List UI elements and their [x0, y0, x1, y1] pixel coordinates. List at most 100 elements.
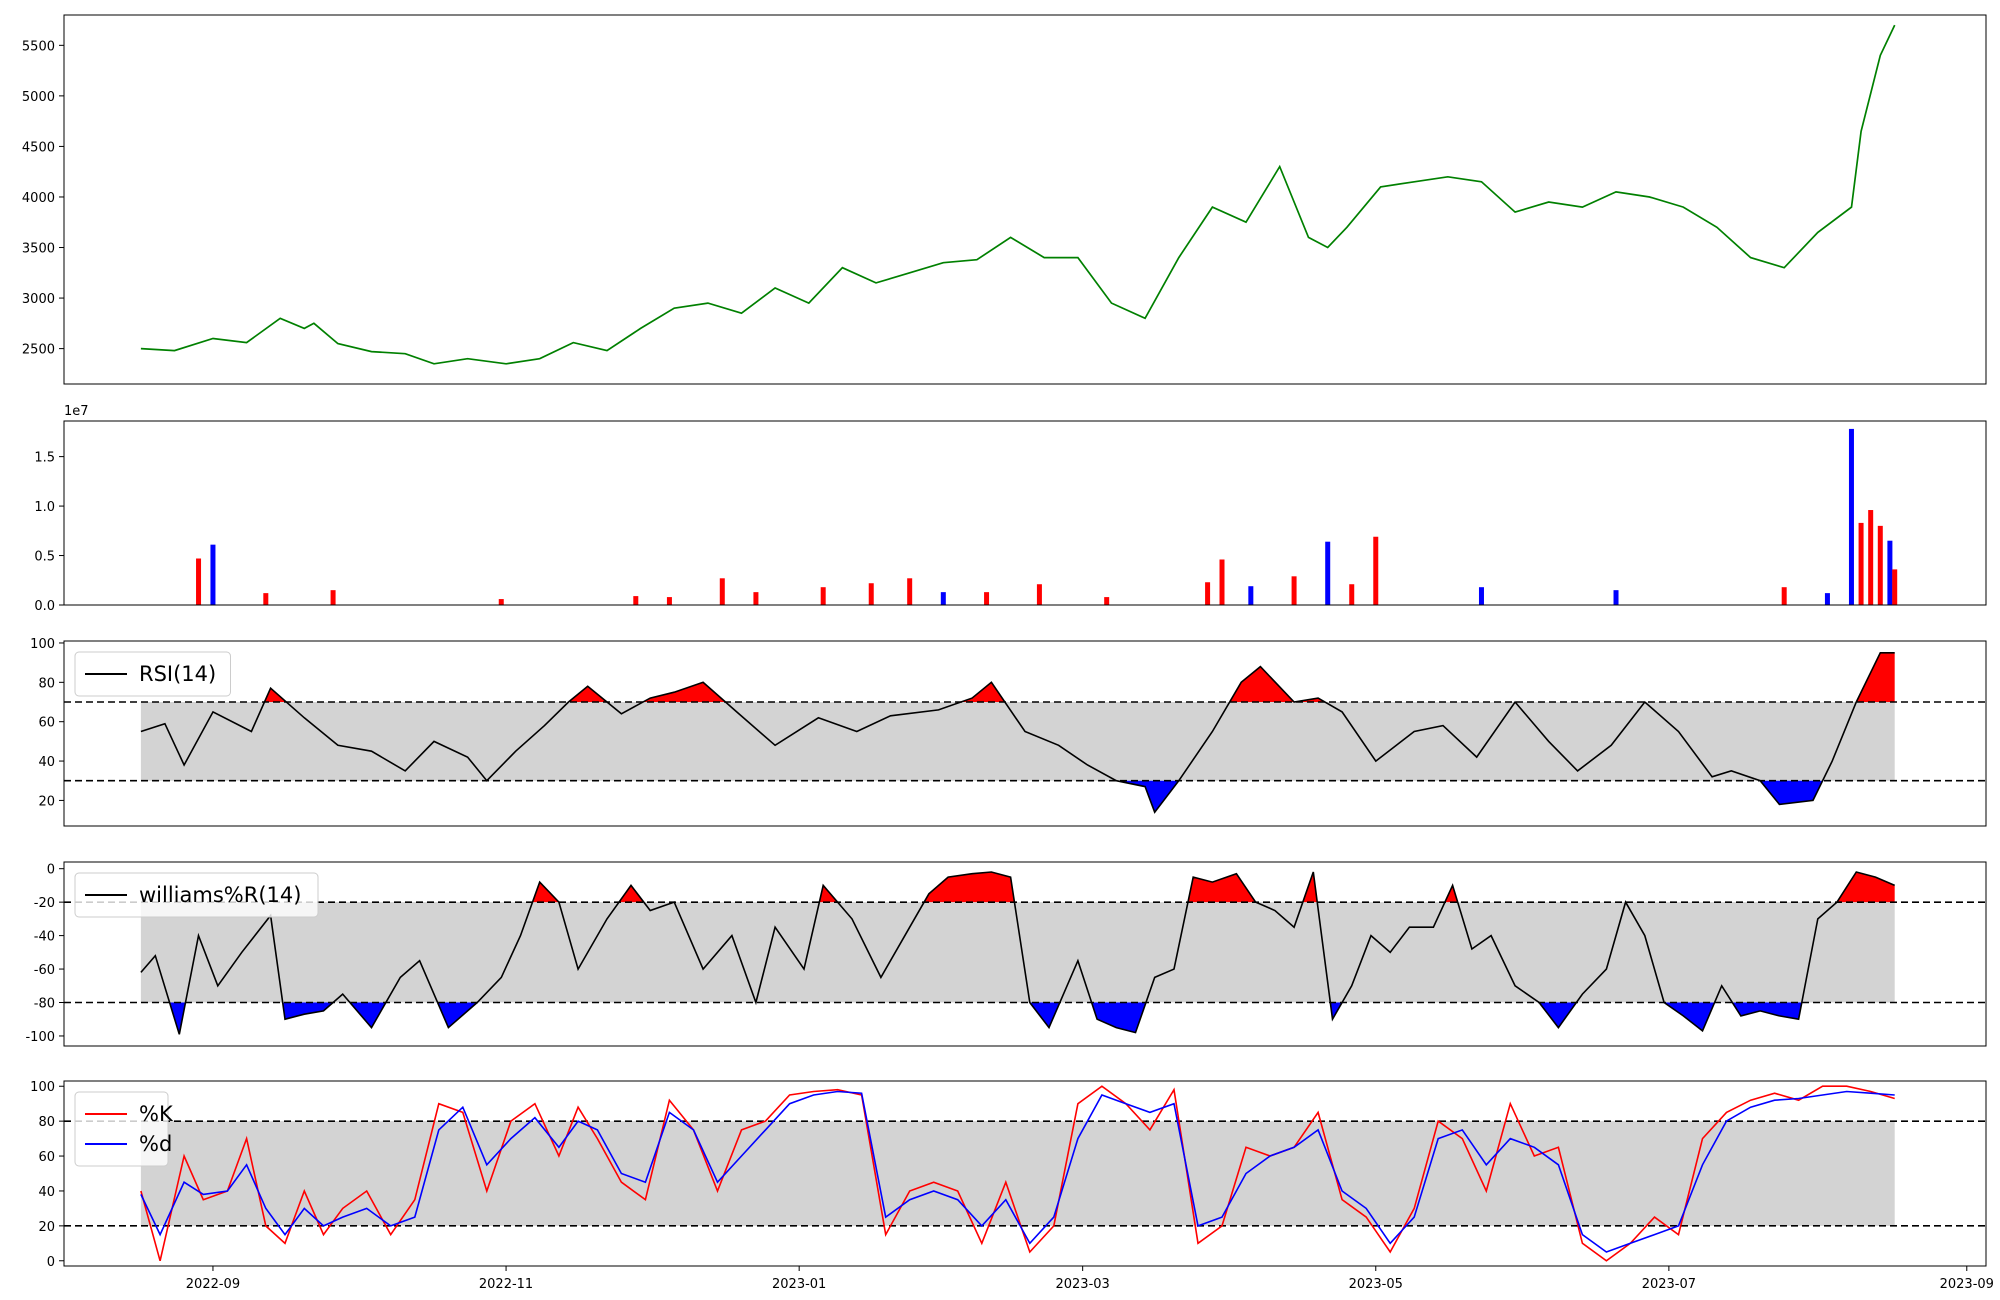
volume-bar — [1248, 586, 1254, 605]
volume-bar — [1478, 587, 1484, 605]
y-tick-label: 100 — [30, 637, 55, 652]
y-tick-label: 0.5 — [34, 550, 55, 565]
williams-oversold-fill — [169, 1002, 186, 1035]
y-tick-label: -60 — [34, 963, 55, 978]
y-tick-label: -80 — [34, 997, 55, 1012]
x-tick-label: 2023-01 — [772, 1277, 826, 1292]
x-tick-label: 2023-09 — [1940, 1277, 1994, 1292]
williams-oversold-fill — [1539, 1002, 1577, 1028]
panel-frame — [63, 640, 1987, 827]
x-tick-label: 2022-09 — [186, 1277, 240, 1292]
volume-bar — [1781, 587, 1787, 605]
rsi-oversold-fill — [1760, 780, 1823, 805]
rsi-overbought-fill — [643, 682, 726, 702]
y-tick-label: 1.0 — [34, 500, 55, 515]
volume-bar — [940, 592, 946, 605]
legend-label: RSI(14) — [139, 662, 216, 686]
legend-label: williams%R(14) — [139, 883, 301, 907]
y-tick-label: 4000 — [22, 191, 55, 206]
williams-oversold-fill — [282, 1002, 334, 1020]
williams-oversold-fill — [437, 1002, 478, 1028]
stochastic-d-line — [140, 1090, 1895, 1253]
williams-oversold-fill — [1091, 1002, 1146, 1033]
x-tick-label: 2023-03 — [1055, 1277, 1109, 1292]
volume-bar — [196, 558, 202, 605]
rsi-line — [140, 652, 1895, 814]
y-tick-label: 1.5 — [34, 451, 55, 466]
y-tick-label: 4500 — [22, 140, 55, 155]
volume-bar — [907, 578, 913, 605]
price-line — [140, 24, 1896, 365]
legend-label: %K — [139, 1102, 174, 1126]
x-tick-label: 2022-11 — [479, 1277, 533, 1292]
volume-panel: 0.0 0.5 1.0 1.5 1e7 — [34, 404, 1987, 614]
volume-bar — [1205, 582, 1211, 605]
threshold-band — [140, 702, 1895, 781]
volume-bar — [210, 544, 216, 605]
y-tick-label: 20 — [38, 794, 55, 809]
chart-panels: 25003000350040004500500055000.00.51.01.5… — [22, 14, 1987, 1270]
volume-bar — [1892, 569, 1898, 605]
williams-oversold-fill — [1664, 1002, 1715, 1031]
y-tick-label: -40 — [34, 930, 55, 945]
volume-bar — [1325, 541, 1331, 605]
volume-bar — [1877, 525, 1883, 605]
threshold-band — [140, 1121, 1895, 1226]
y-tick-label: 80 — [38, 1115, 55, 1130]
williams-oversold-fill — [1732, 1002, 1802, 1020]
panel-frame — [63, 420, 1987, 606]
volume-bar — [719, 578, 725, 605]
y-tick-label: 0.0 — [34, 599, 55, 614]
volume-bar — [1868, 510, 1874, 605]
volume-bar — [1373, 536, 1379, 605]
volume-bar — [753, 592, 759, 605]
volume-bar — [1349, 584, 1355, 605]
volume-bar — [1104, 597, 1110, 605]
williams-panel: -100 -80 -60 -40 -20 0 williams%R(14) — [25, 861, 1987, 1047]
volume-bar — [1848, 428, 1854, 605]
y-tick-label: 2500 — [22, 343, 55, 358]
panel-frame — [63, 1080, 1987, 1267]
y-tick-label: 40 — [38, 1185, 55, 1200]
x-tick-label: 2023-05 — [1349, 1277, 1403, 1292]
volume-bar — [868, 583, 874, 605]
y-tick-label: 60 — [38, 1150, 55, 1165]
x-tick-label: 2023-07 — [1642, 1277, 1696, 1292]
rsi-oversold-fill — [1116, 780, 1179, 813]
williams-overbought-fill — [619, 885, 644, 903]
y-tick-label: -100 — [25, 1030, 55, 1045]
rsi-panel: 20 40 60 80 100 RSI(14) — [30, 637, 1987, 827]
volume-bar — [330, 590, 336, 605]
williams-overbought-fill — [1445, 885, 1458, 903]
threshold-band — [140, 902, 1895, 1003]
rsi-overbought-fill — [568, 686, 607, 702]
williams-line — [140, 871, 1896, 1035]
volume-bar — [666, 597, 672, 605]
y-tick-label: -20 — [34, 896, 55, 911]
volume-bar — [1036, 584, 1042, 605]
y-tick-label: 0 — [47, 863, 55, 878]
y-tick-label: 80 — [38, 676, 55, 691]
y-tick-label: 0 — [47, 1255, 55, 1270]
williams-overbought-fill — [532, 882, 559, 903]
legend-box — [74, 651, 231, 697]
price-panel: 2500 3000 3500 4000 4500 5000 5500 — [22, 14, 1987, 385]
volume-bar — [1858, 522, 1864, 605]
y-tick-label: 40 — [38, 755, 55, 770]
volume-bar — [263, 593, 269, 605]
volume-bar — [1887, 540, 1893, 605]
y-tick-label: 100 — [30, 1080, 55, 1095]
volume-bar — [1824, 593, 1830, 605]
y-tick-label: 3500 — [22, 242, 55, 257]
volume-bar — [1613, 590, 1619, 605]
volume-bar — [820, 587, 826, 605]
y-tick-label: 60 — [38, 716, 55, 731]
rsi-overbought-fill — [1229, 666, 1295, 702]
legend-box — [74, 872, 319, 918]
williams-oversold-fill — [1029, 1002, 1060, 1028]
y-tick-label: 5000 — [22, 90, 55, 105]
y-tick-label: 20 — [38, 1220, 55, 1235]
y-tick-label: 5500 — [22, 39, 55, 54]
rsi-overbought-fill — [264, 688, 287, 702]
volume-bar — [984, 592, 990, 605]
